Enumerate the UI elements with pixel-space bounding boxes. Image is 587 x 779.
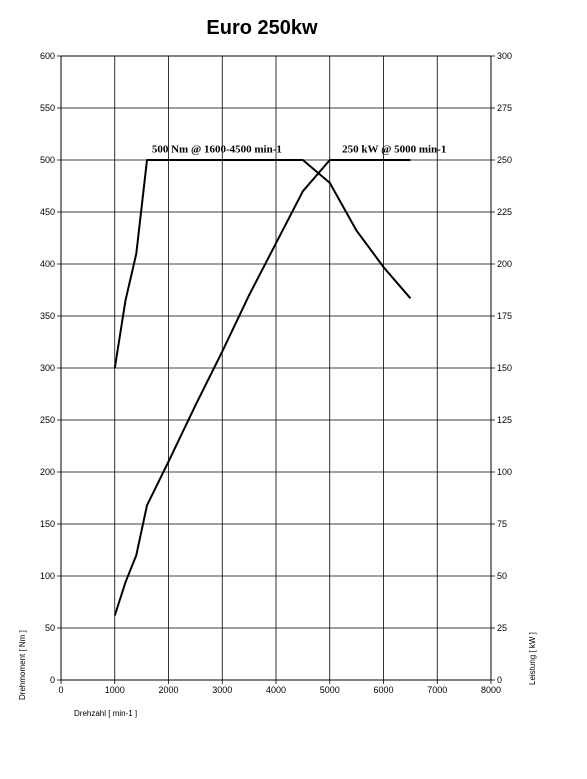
annotations: 500 Nm @ 1600-4500 min-1 250 kW @ 5000 mi… xyxy=(152,144,446,156)
x-tick-label: 3000 xyxy=(212,685,232,695)
x-axis-label: Drehzahl [ min-1 ] xyxy=(74,709,137,718)
right-tick-label: 200 xyxy=(497,259,512,269)
left-tick-label: 300 xyxy=(40,363,55,373)
left-tick-label: 0 xyxy=(50,675,55,685)
x-tick-label: 6000 xyxy=(373,685,393,695)
x-axis-ticks: 0 1000 2000 3000 4000 5000 6000 7000 8000 xyxy=(58,680,501,695)
right-tick-label: 100 xyxy=(497,467,512,477)
left-tick-label: 150 xyxy=(40,519,55,529)
right-tick-label: 50 xyxy=(497,571,507,581)
annotation-label: 500 Nm @ 1600-4500 min-1 xyxy=(152,144,282,156)
left-tick-label: 50 xyxy=(45,623,55,633)
x-tick-label: 8000 xyxy=(481,685,501,695)
series-line-leistung xyxy=(113,159,411,616)
right-tick-label: 275 xyxy=(497,103,512,113)
right-tick-label: 300 xyxy=(497,51,512,61)
right-tick-label: 225 xyxy=(497,207,512,217)
left-tick-label: 400 xyxy=(40,259,55,269)
x-tick-label: 4000 xyxy=(266,685,286,695)
left-tick-label: 600 xyxy=(40,51,55,61)
right-tick-label: 125 xyxy=(497,415,512,425)
right-axis-ticks: 0 25 50 75 100 125 150 175 200 225 250 275 300 xyxy=(491,51,512,685)
left-tick-label: 200 xyxy=(40,467,55,477)
left-tick-label: 350 xyxy=(40,311,55,321)
left-tick-label: 550 xyxy=(40,103,55,113)
x-tick-label: 5000 xyxy=(320,685,340,695)
left-axis-label: Drehmoment [ Nm ] xyxy=(18,630,27,700)
x-tick-label: 1000 xyxy=(105,685,125,695)
series-lines xyxy=(113,159,412,616)
right-axis-label: Leistung [ kW ] xyxy=(528,632,537,685)
x-tick-label: 2000 xyxy=(158,685,178,695)
right-tick-label: 25 xyxy=(497,623,507,633)
right-tick-label: 150 xyxy=(497,363,512,373)
right-tick-label: 175 xyxy=(497,311,512,321)
chart-title: Euro 250kw xyxy=(206,17,318,39)
right-tick-label: 250 xyxy=(497,155,512,165)
left-tick-label: 250 xyxy=(40,415,55,425)
series-line-drehmoment xyxy=(113,159,412,369)
left-tick-label: 100 xyxy=(40,571,55,581)
right-tick-label: 75 xyxy=(497,519,507,529)
left-tick-label: 450 xyxy=(40,207,55,217)
left-tick-label: 500 xyxy=(40,155,55,165)
x-tick-label: 0 xyxy=(58,685,63,695)
left-axis-ticks: 0 50 100 150 200 250 300 350 400 450 500 550 600 xyxy=(40,51,61,685)
right-tick-label: 0 xyxy=(497,675,502,685)
annotation-label: 250 kW @ 5000 min-1 xyxy=(342,144,446,156)
x-tick-label: 7000 xyxy=(427,685,447,695)
